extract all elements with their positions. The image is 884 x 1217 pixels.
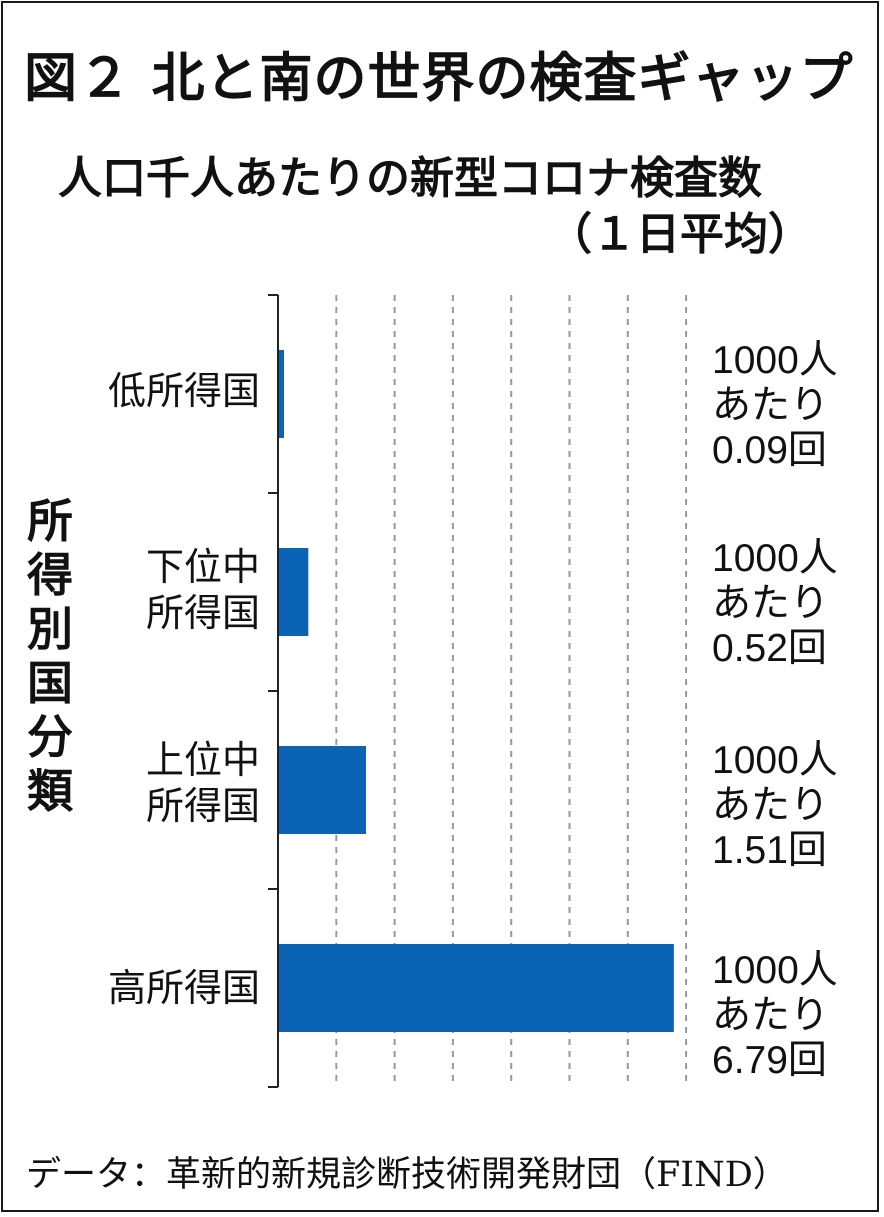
value-label-high: 1000人 あたり 6.79回 (712, 949, 838, 1082)
value-label-upper-middle: 1000人 あたり 1.51回 (712, 739, 838, 872)
value-label-low: 1000人 あたり 0.09回 (712, 339, 838, 472)
chart-subtitle-unit: （１日平均） (548, 209, 812, 260)
chart-title: 図２ 北と南の世界の検査ギャップ (24, 48, 854, 109)
category-label-lower-middle: 下位中 所得国 (145, 545, 260, 635)
bar-upper-middle-income (278, 746, 367, 834)
bar-low-income (278, 350, 284, 438)
chart-subtitle: 人口千人あたりの新型コロナ検査数 (58, 153, 762, 204)
bar-high-income (278, 944, 674, 1032)
category-label-high: 高所得国 (107, 966, 260, 1010)
category-label-upper-middle: 上位中 所得国 (145, 738, 260, 828)
y-axis-label: 所得別国分類 (27, 494, 73, 818)
value-label-lower-middle: 1000人 あたり 0.52回 (712, 537, 838, 670)
source-note: データ：革新的新規診断技術開発財団（FIND） (26, 1155, 788, 1195)
bar-lower-middle-income (278, 548, 309, 636)
category-label-low: 低所得国 (107, 369, 260, 413)
